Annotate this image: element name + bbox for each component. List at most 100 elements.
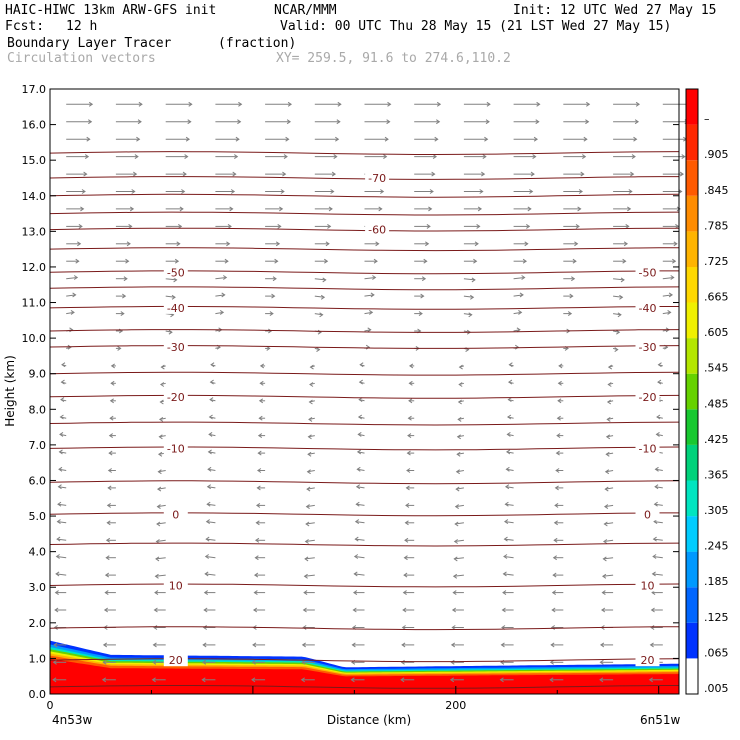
- wind-vector: [505, 503, 514, 506]
- wind-vector-head: [56, 519, 61, 525]
- wind-vector-head: [453, 556, 458, 562]
- wind-vector-head: [554, 502, 559, 508]
- wind-vector-head: [208, 431, 213, 437]
- wind-vector: [158, 470, 166, 473]
- contour-line--60: [49, 227, 679, 232]
- wind-vector: [56, 556, 67, 559]
- wind-vector-head: [353, 571, 358, 577]
- wind-vector-head: [605, 451, 610, 457]
- wind-vector-head: [457, 399, 462, 405]
- wind-vector-head: [650, 625, 655, 630]
- wind-vector-head: [407, 433, 412, 439]
- wind-vector-head: [152, 659, 157, 665]
- wind-vector-head: [202, 625, 207, 630]
- wind-vector-head: [552, 572, 557, 578]
- wind-vector-head: [123, 276, 128, 282]
- wind-vector-head: [102, 659, 107, 665]
- wind-vector-head: [336, 119, 341, 125]
- wind-vector-head: [279, 206, 284, 212]
- init-time: Init: 12 UTC Wed 27 May 15: [513, 3, 717, 18]
- wind-vector-head: [657, 362, 662, 368]
- wind-vector-head: [300, 677, 305, 683]
- wind-vector-head: [384, 136, 389, 142]
- wind-vector: [57, 503, 67, 506]
- wind-vector-head: [322, 277, 327, 283]
- wind-vector-head: [526, 223, 531, 229]
- colorbar-label: .905: [704, 148, 729, 161]
- wind-vector-head: [607, 364, 613, 370]
- wind-vector: [455, 522, 464, 525]
- wind-vector-head: [484, 136, 489, 142]
- wind-vector-head: [678, 189, 683, 194]
- wind-vector-head: [657, 379, 662, 385]
- wind-vector-head: [508, 362, 513, 368]
- colorbar-swatch: [686, 124, 698, 161]
- colorbar-swatch: [686, 160, 698, 196]
- wind-vector-head: [405, 502, 410, 508]
- colorbar-label: .425: [704, 433, 729, 446]
- wind-vector-head: [327, 223, 332, 229]
- contour-label: -60: [368, 224, 386, 237]
- wind-vector-head: [557, 380, 562, 386]
- contour-label: -30: [167, 341, 185, 354]
- wind-vector-head: [306, 469, 311, 475]
- colorbar-swatch: [686, 444, 698, 481]
- wind-vector-head: [554, 485, 559, 491]
- contour-label-bg: [635, 301, 660, 314]
- colorbar-swatch: [686, 516, 698, 552]
- wind-vector-head: [604, 469, 610, 475]
- wind-vector: [513, 311, 522, 315]
- wind-vector-head: [102, 642, 108, 648]
- wind-vector-head: [257, 450, 262, 456]
- wind-vector-head: [357, 414, 363, 420]
- colorbar-label: .125: [704, 611, 729, 624]
- y-tick-label: 10.0: [22, 332, 47, 345]
- colorbar-label: .065: [704, 646, 729, 659]
- wind-vector-head: [373, 258, 378, 264]
- wind-vector-head: [580, 171, 585, 177]
- wind-vector-head: [108, 433, 113, 439]
- contour-label: 0: [172, 508, 179, 521]
- wind-vector-head: [136, 136, 141, 142]
- wind-vector-head: [187, 119, 192, 125]
- wind-vector: [503, 556, 514, 559]
- wind-vector-head: [378, 206, 383, 212]
- wind-vector-head: [188, 101, 193, 107]
- wind-vector-head: [155, 556, 160, 562]
- wind-vector-head: [60, 397, 65, 403]
- wind-vector-head: [57, 484, 62, 490]
- wind-vector-head: [108, 450, 113, 456]
- contour-label-bg: [163, 508, 188, 521]
- y-tick-label: 3.0: [29, 581, 47, 594]
- y-tick-label: 5.0: [29, 510, 47, 523]
- wind-vector-head: [287, 101, 293, 107]
- wind-vector: [157, 504, 166, 508]
- wind-vector: [155, 574, 166, 577]
- wind-vector-head: [555, 468, 560, 473]
- wind-vector: [505, 486, 514, 489]
- wind-vector-head: [651, 571, 656, 577]
- contour-label-bg: [163, 266, 188, 279]
- wind-vector-head: [266, 345, 271, 351]
- contour-label: -40: [167, 302, 185, 315]
- contour-label: -70: [368, 172, 386, 185]
- wind-vector-head: [521, 275, 526, 280]
- wind-vector-head: [516, 327, 521, 333]
- wind-vector-head: [572, 258, 577, 264]
- wind-vector-head: [550, 625, 555, 630]
- wind-vector-head: [205, 536, 210, 542]
- wind-vector-head: [405, 485, 410, 491]
- wind-vector-head: [69, 327, 74, 333]
- contour-label-bg: [365, 223, 390, 236]
- wind-vector-head: [506, 431, 511, 437]
- wind-vector-head: [283, 154, 288, 160]
- x-left-endpoint: 4n53w: [52, 713, 93, 727]
- wind-vector-head: [600, 607, 606, 613]
- wind-vector-head: [275, 241, 281, 247]
- wind-vector-head: [324, 258, 329, 264]
- wind-vector-head: [151, 677, 156, 683]
- wind-vector-head: [59, 431, 64, 437]
- wind-vector-head: [623, 241, 629, 247]
- wind-vector-head: [536, 101, 541, 107]
- wind-vector-head: [451, 625, 456, 630]
